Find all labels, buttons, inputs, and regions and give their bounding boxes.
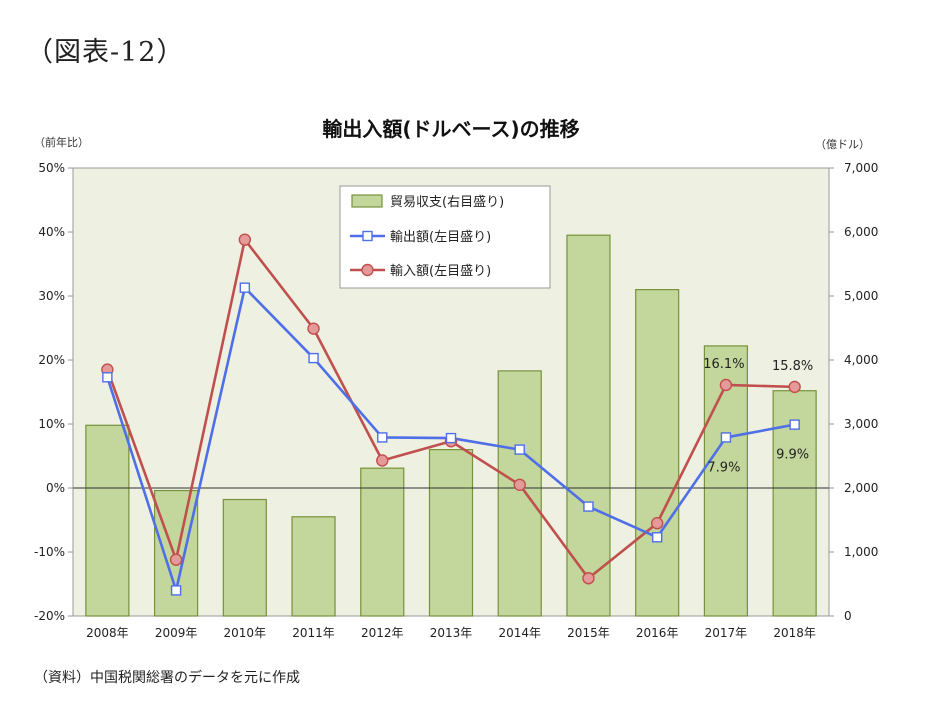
bar [428,449,474,617]
right-tick-label: 2,000 [844,481,878,495]
x-tick-label: 2016年 [636,626,679,640]
data-label: 15.8% [772,359,813,374]
bar [222,498,267,617]
left-tick-label: 10% [38,417,65,431]
x-tick-label: 2013年 [430,626,473,640]
data-labels: 16.1% 15.8% 7.9% 9.9% [703,357,813,475]
left-tick-label: -20% [34,609,65,623]
bar [635,289,680,617]
data-label: 9.9% [776,448,809,463]
left-axis-unit: （前年比） [34,135,89,149]
legend-bar-swatch [351,194,383,208]
data-label: 7.9% [707,460,740,475]
import-marker [719,378,733,392]
right-tick-label: 4,000 [844,353,878,367]
x-tick-label: 2009年 [155,626,198,640]
x-tick-label: 2008年 [86,626,129,640]
export-marker [239,282,251,293]
legend-label: 輸入額(左目盛り) [390,264,491,279]
left-tick-label: 20% [38,353,65,367]
export-marker [583,501,594,512]
data-label: 16.1% [703,357,744,372]
export-marker [445,432,457,444]
right-tick-label: 7,000 [844,161,878,175]
legend-label: 貿易収支(右目盛り) [390,195,504,210]
export-marker [789,419,800,430]
x-tick-label: 2014年 [498,626,541,640]
x-tick-label: 2012年 [361,626,404,640]
export-marker [308,352,319,364]
right-tick-label: 0 [844,609,852,623]
right-tick-label: 5,000 [844,289,878,303]
left-tick-label: -10% [34,545,65,559]
right-axis-unit: （億ドル） [815,138,870,151]
legend-export-marker [362,230,373,242]
bar [153,489,199,617]
chart-title: 輸出入額(ドルベース)の推移 [322,117,579,141]
import-marker [169,553,183,566]
legend: 貿易収支(右目盛り) 輸出額(左目盛り) 輸入額(左目盛り) [339,185,551,289]
x-tick-label: 2015年 [567,626,610,640]
x-tick-label: 2017年 [705,626,748,640]
import-marker [582,572,595,585]
export-marker [377,432,388,443]
export-marker [102,372,113,383]
figure-label: （図表-12） [26,37,185,68]
legend-label: 輸出額(左目盛り) [390,230,491,245]
import-marker [307,322,320,335]
left-tick-label: 50% [38,161,65,175]
bar [497,370,542,617]
left-tick-label: 40% [38,225,65,239]
legend-import-marker [361,263,374,277]
line-series [101,233,801,596]
import-marker [238,233,252,246]
import-marker [650,517,664,530]
import-marker [788,380,801,394]
right-tick-label: 6,000 [844,225,878,239]
source-note: （資料）中国税関総署のデータを元に作成 [34,670,300,686]
export-marker [170,585,182,596]
axes: 50% 7,000 40% 6,000 30% 5,000 20% 4,000 10% 3,000… [34,161,878,640]
bar [360,467,405,617]
import-marker [376,454,389,467]
export-marker [651,532,663,543]
left-tick-label: 0% [46,481,65,495]
x-tick-label: 2010年 [224,626,267,640]
left-tick-label: 30% [38,289,65,303]
bar [566,234,611,617]
bar [291,516,336,617]
right-tick-label: 3,000 [844,417,878,431]
import-marker [513,478,526,491]
x-tick-label: 2018年 [773,626,816,640]
x-tick-label: 2011年 [292,626,335,640]
right-tick-label: 1,000 [844,545,878,559]
export-marker [720,432,732,443]
export-marker [514,444,525,455]
bar [85,424,130,617]
